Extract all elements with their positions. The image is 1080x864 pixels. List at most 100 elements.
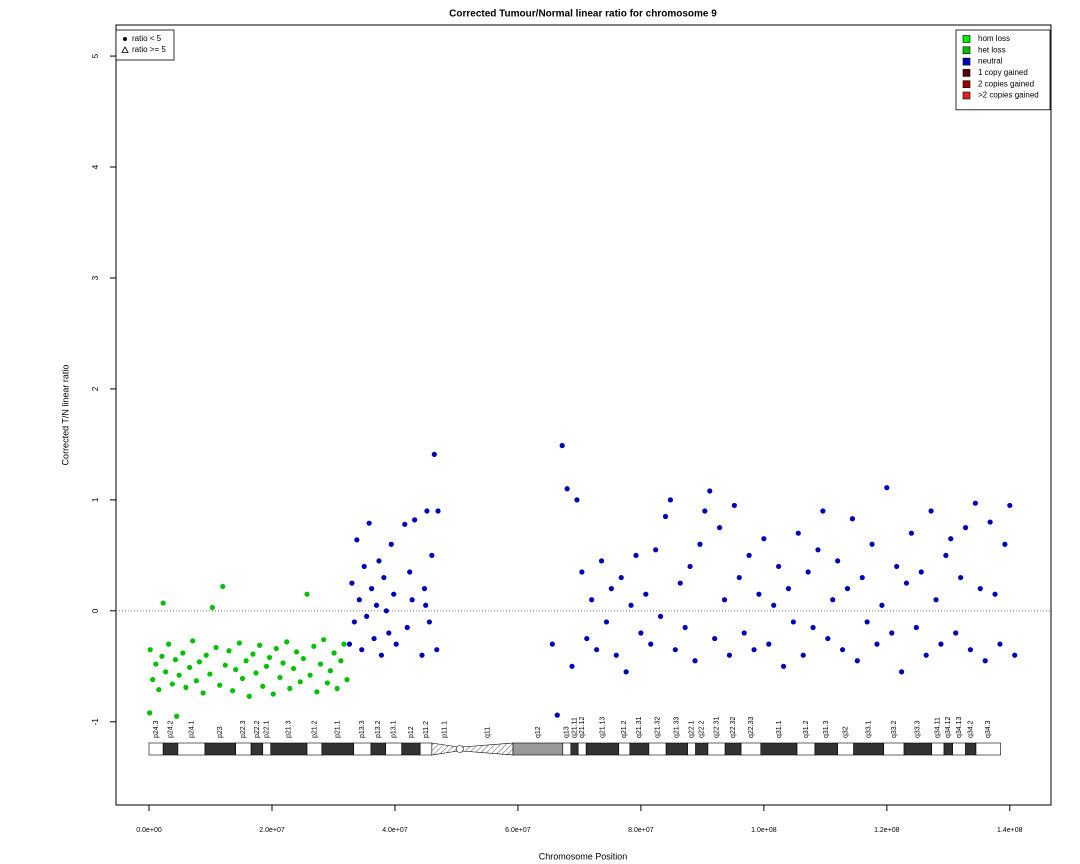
data-point — [159, 653, 165, 659]
band-label: q22.33 — [748, 716, 755, 738]
data-point — [790, 619, 796, 625]
ideogram-band — [321, 742, 355, 756]
data-point — [948, 536, 954, 542]
data-point — [569, 663, 575, 669]
data-point — [662, 513, 669, 520]
data-point — [918, 569, 924, 575]
ideogram-band — [760, 742, 798, 756]
data-point — [972, 500, 978, 506]
data-point — [574, 497, 580, 503]
data-point — [672, 647, 678, 653]
ideogram-band — [306, 742, 323, 756]
data-point — [549, 641, 555, 647]
ideogram-band — [577, 742, 587, 756]
data-point — [987, 519, 993, 525]
data-point — [368, 586, 375, 592]
data-point — [603, 619, 610, 625]
data-point — [938, 641, 944, 647]
legend-label: >2 copies gained — [978, 91, 1039, 100]
data-point — [869, 541, 875, 547]
ideogram-band — [740, 742, 762, 756]
band-label: p22.2 — [254, 720, 261, 738]
ideogram-band — [370, 742, 387, 756]
data-point — [623, 669, 629, 675]
data-point — [903, 580, 910, 586]
data-point — [412, 517, 418, 523]
data-point — [266, 654, 273, 661]
data-point — [349, 580, 355, 586]
ideogram-band — [419, 742, 433, 756]
y-tick-label: 4 — [91, 164, 100, 169]
band-label: p12 — [408, 726, 415, 738]
ideogram-band — [270, 742, 308, 756]
ideogram-band — [648, 742, 667, 756]
data-point — [431, 451, 437, 457]
legend-swatch — [962, 35, 971, 43]
data-point — [849, 516, 856, 522]
ideogram-band — [385, 742, 403, 756]
x-tick-label: 0.0e+00 — [136, 827, 162, 834]
data-point — [933, 597, 939, 603]
legend-swatch — [962, 91, 971, 100]
data-point — [559, 442, 565, 449]
band-label: p23 — [217, 726, 224, 738]
y-tick-label: 5 — [91, 53, 100, 58]
ideogram-band — [162, 742, 179, 756]
data-point — [564, 486, 570, 492]
centromere — [456, 745, 464, 753]
band-label: q33.2 — [891, 720, 898, 738]
data-point — [434, 647, 440, 653]
data-point — [253, 670, 259, 676]
data-point — [884, 485, 890, 491]
band-label: q11 — [484, 727, 491, 738]
data-point — [997, 641, 1003, 647]
data-point — [321, 637, 327, 643]
data-point — [608, 586, 614, 592]
data-point — [859, 574, 865, 581]
ideogram-band — [250, 742, 264, 756]
y-tick-label: -1 — [91, 718, 100, 726]
y-axis-label: Corrected T/N linear ratio — [60, 365, 70, 466]
ideogram-band — [853, 742, 885, 756]
legend-label: neutral — [978, 57, 1003, 66]
ideogram-band — [903, 742, 933, 756]
band-label: q21.11 — [571, 717, 578, 738]
legend-box — [955, 29, 1051, 111]
data-point — [879, 602, 885, 608]
legend-swatch — [962, 46, 971, 55]
data-point — [327, 668, 333, 674]
ideogram-band — [883, 742, 905, 756]
data-point — [746, 552, 752, 558]
band-label: q22.1 — [688, 720, 695, 738]
data-point — [894, 563, 900, 570]
band-label: p24.3 — [153, 720, 160, 738]
data-point — [378, 652, 385, 658]
data-point — [169, 681, 175, 687]
ideogram-band — [618, 742, 631, 756]
x-axis-label: Chromosome Position — [539, 851, 628, 861]
ideogram-band — [353, 742, 372, 756]
data-point — [825, 635, 831, 642]
band-label: q22.2 — [699, 720, 706, 738]
data-point — [913, 624, 919, 631]
data-point — [217, 682, 223, 688]
ideogram-band — [796, 742, 816, 756]
data-point — [628, 602, 634, 608]
data-point — [992, 591, 998, 597]
band-label: q21.2 — [621, 720, 628, 738]
data-point — [356, 597, 362, 603]
data-point — [844, 586, 851, 592]
data-point — [795, 530, 801, 536]
data-point — [648, 641, 654, 647]
band-label: q34.3 — [985, 720, 992, 738]
data-point — [361, 563, 367, 570]
data-point — [579, 569, 585, 575]
band-label: p13.1 — [391, 720, 398, 738]
data-point — [702, 508, 708, 514]
data-point — [209, 604, 215, 611]
data-point — [409, 597, 415, 603]
band-label: p13.2 — [375, 720, 382, 738]
band-label: q31.2 — [803, 720, 810, 738]
data-point — [643, 591, 649, 597]
